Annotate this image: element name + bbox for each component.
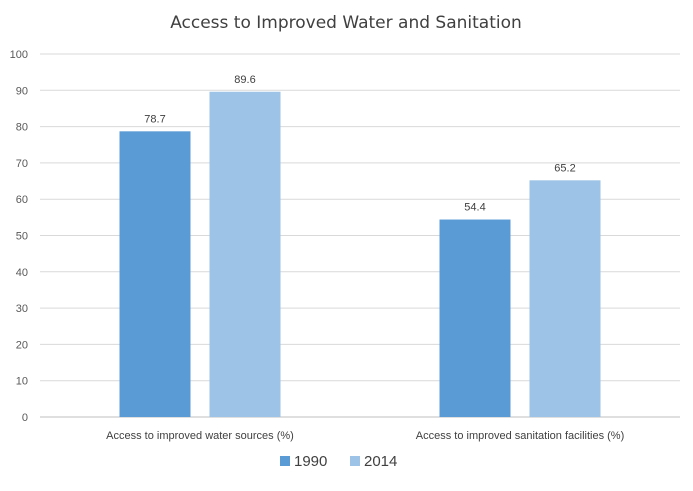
chart-title: Access to Improved Water and Sanitation — [170, 13, 522, 33]
y-tick-label: 80 — [16, 122, 28, 134]
bar-2014-water — [209, 91, 281, 417]
legend: 1990 2014 — [280, 453, 397, 470]
x-category-label: Access to improved sanitation facilities… — [416, 430, 624, 442]
data-label: 78.7 — [144, 113, 165, 125]
x-category-label: Access to improved water sources (%) — [106, 430, 294, 442]
data-label: 89.6 — [234, 74, 255, 86]
y-tick-label: 100 — [10, 49, 28, 61]
legend-swatch-2014 — [350, 456, 360, 466]
y-tick-label: 40 — [16, 267, 28, 279]
y-tick-label: 50 — [16, 231, 28, 243]
y-tick-label: 90 — [16, 85, 28, 97]
legend-label-2014: 2014 — [364, 453, 397, 470]
bars — [119, 91, 601, 417]
data-labels: 78.7 89.6 54.4 65.2 — [144, 74, 575, 214]
bar-1990-water — [119, 131, 191, 417]
data-label: 65.2 — [554, 162, 575, 174]
x-axis-categories: Access to improved water sources (%) Acce… — [106, 430, 624, 442]
y-tick-label: 0 — [22, 412, 28, 424]
legend-swatch-1990 — [280, 456, 290, 466]
legend-label-1990: 1990 — [294, 453, 327, 470]
y-tick-label: 70 — [16, 158, 28, 170]
y-axis-ticks: 0 10 20 30 40 50 60 70 80 90 100 — [10, 49, 28, 424]
bar-2014-sanitation — [529, 180, 601, 417]
y-tick-label: 30 — [16, 303, 28, 315]
y-tick-label: 60 — [16, 194, 28, 206]
y-tick-label: 10 — [16, 376, 28, 388]
y-tick-label: 20 — [16, 339, 28, 351]
data-label: 54.4 — [464, 202, 485, 214]
bar-1990-sanitation — [439, 219, 511, 417]
